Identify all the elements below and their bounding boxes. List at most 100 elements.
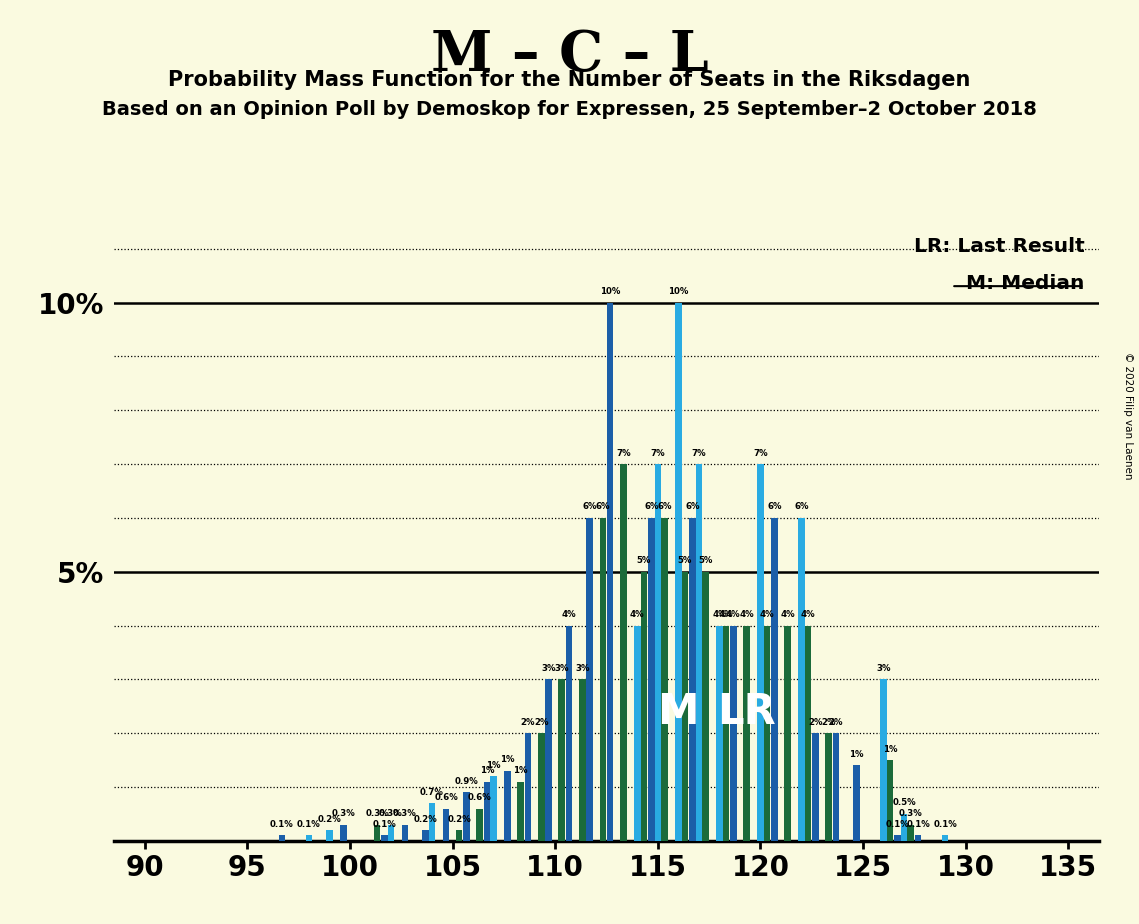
Bar — [476, 808, 483, 841]
Bar — [655, 464, 661, 841]
Text: 4%: 4% — [630, 610, 645, 619]
Text: 0.1%: 0.1% — [270, 820, 294, 829]
Text: 0.5%: 0.5% — [892, 798, 916, 808]
Text: 0.3%: 0.3% — [393, 809, 417, 819]
Text: 7%: 7% — [616, 448, 631, 457]
Bar — [387, 825, 394, 841]
Text: 0.3%: 0.3% — [331, 809, 355, 819]
Text: 1%: 1% — [480, 766, 494, 775]
Text: 0.2%: 0.2% — [413, 815, 437, 823]
Bar — [757, 464, 764, 841]
Bar — [689, 517, 696, 841]
Bar — [279, 835, 285, 841]
Bar — [894, 835, 901, 841]
Bar — [908, 825, 913, 841]
Bar — [681, 572, 688, 841]
Text: 0.6%: 0.6% — [434, 793, 458, 802]
Text: 1%: 1% — [850, 750, 863, 759]
Bar — [517, 782, 524, 841]
Text: 0.2%: 0.2% — [318, 815, 342, 823]
Bar — [599, 517, 606, 841]
Bar — [915, 835, 921, 841]
Bar — [880, 679, 887, 841]
Text: Based on an Opinion Poll by Demoskop for Expressen, 25 September–2 October 2018: Based on an Opinion Poll by Demoskop for… — [103, 100, 1036, 119]
Text: 1%: 1% — [514, 766, 528, 775]
Text: 4%: 4% — [719, 610, 734, 619]
Bar — [675, 302, 681, 841]
Text: 6%: 6% — [596, 503, 611, 511]
Text: 4%: 4% — [739, 610, 754, 619]
Text: 5%: 5% — [678, 556, 693, 565]
Text: 0.3%: 0.3% — [379, 809, 403, 819]
Text: 0.1%: 0.1% — [886, 820, 909, 829]
Text: 2%: 2% — [821, 718, 836, 726]
Text: 0.1%: 0.1% — [933, 820, 957, 829]
Text: LR: Last Result: LR: Last Result — [913, 237, 1084, 256]
Text: 1%: 1% — [883, 745, 898, 754]
Text: 0.6%: 0.6% — [468, 793, 492, 802]
Bar — [423, 830, 428, 841]
Bar — [812, 733, 819, 841]
Bar — [771, 517, 778, 841]
Bar — [484, 782, 491, 841]
Bar — [661, 517, 667, 841]
Text: 0.3%: 0.3% — [899, 809, 923, 819]
Bar — [620, 464, 626, 841]
Bar — [558, 679, 565, 841]
Text: 2%: 2% — [829, 718, 843, 726]
Text: 6%: 6% — [657, 503, 672, 511]
Text: 2%: 2% — [521, 718, 535, 726]
Bar — [702, 572, 708, 841]
Bar — [443, 808, 449, 841]
Bar — [887, 760, 893, 841]
Bar — [805, 626, 811, 841]
Bar — [634, 626, 640, 841]
Bar — [826, 733, 831, 841]
Text: 4%: 4% — [780, 610, 795, 619]
Bar — [566, 626, 573, 841]
Bar — [402, 825, 408, 841]
Bar — [853, 765, 860, 841]
Text: 3%: 3% — [555, 663, 570, 673]
Bar — [833, 733, 839, 841]
Bar — [538, 733, 544, 841]
Bar — [491, 776, 497, 841]
Text: 7%: 7% — [650, 448, 665, 457]
Bar — [744, 626, 749, 841]
Bar — [798, 517, 805, 841]
Bar — [785, 626, 790, 841]
Text: 6%: 6% — [582, 503, 597, 511]
Text: M: M — [657, 691, 699, 733]
Text: M – C – L: M – C – L — [431, 28, 708, 83]
Text: 0.7%: 0.7% — [420, 787, 444, 796]
Text: 2%: 2% — [534, 718, 549, 726]
Text: 4%: 4% — [801, 610, 816, 619]
Bar — [648, 517, 655, 841]
Bar — [464, 793, 469, 841]
Text: 7%: 7% — [691, 448, 706, 457]
Bar — [546, 679, 552, 841]
Bar — [326, 830, 333, 841]
Text: M: Median: M: Median — [966, 274, 1084, 294]
Text: 3%: 3% — [541, 663, 556, 673]
Text: 7%: 7% — [753, 448, 768, 457]
Text: LR: LR — [718, 691, 776, 733]
Text: 4%: 4% — [760, 610, 775, 619]
Bar — [607, 302, 614, 841]
Text: 0.2%: 0.2% — [448, 815, 472, 823]
Bar — [942, 835, 949, 841]
Text: 0.1%: 0.1% — [297, 820, 321, 829]
Text: 3%: 3% — [575, 663, 590, 673]
Bar — [456, 830, 462, 841]
Text: 6%: 6% — [685, 503, 699, 511]
Bar — [716, 626, 722, 841]
Text: 6%: 6% — [768, 503, 781, 511]
Bar — [505, 771, 511, 841]
Bar — [374, 825, 380, 841]
Bar — [341, 825, 346, 841]
Text: 10%: 10% — [669, 287, 689, 296]
Text: 5%: 5% — [698, 556, 713, 565]
Bar — [587, 517, 593, 841]
Text: 6%: 6% — [644, 503, 658, 511]
Bar — [901, 814, 908, 841]
